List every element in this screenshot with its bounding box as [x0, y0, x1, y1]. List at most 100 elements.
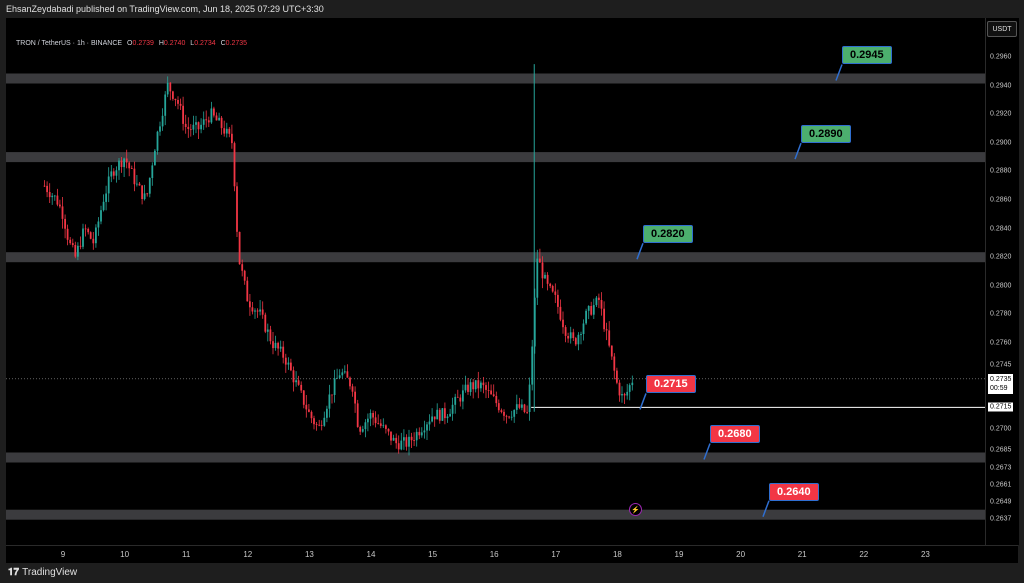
candle-body-174 — [490, 390, 492, 395]
candle-body-32 — [125, 158, 128, 163]
currency-button[interactable]: USDT — [987, 21, 1017, 37]
candle-body-216 — [598, 297, 600, 300]
candle-body-23 — [102, 201, 105, 211]
candle-body-198 — [551, 286, 554, 292]
candle-body-168 — [474, 380, 477, 390]
candle-body-92 — [279, 346, 282, 349]
price-tick-label: 0.2637 — [990, 515, 1012, 523]
candle-body-142 — [408, 436, 410, 447]
candle-body-107 — [318, 424, 321, 426]
candle-body-29 — [118, 160, 120, 171]
time-tick-label: 12 — [243, 550, 253, 559]
callout-0-2640[interactable]: 0.2640 — [769, 482, 819, 501]
candle-body-190 — [531, 346, 534, 385]
low-label: L — [190, 40, 195, 47]
candle-body-73 — [231, 133, 233, 144]
candle-body-208 — [577, 334, 580, 345]
candle-body-59 — [195, 122, 197, 125]
chart-area[interactable]: TRON / TetherUS · 1h · BINANCE O0.2739 H… — [6, 18, 985, 545]
callout-0-2680[interactable]: 0.2680 — [710, 425, 760, 444]
tradingview-brand[interactable]: 𝟏𝟕 TradingView — [8, 567, 77, 578]
candle-body-166 — [469, 382, 472, 392]
candle-body-2 — [48, 192, 51, 198]
callout-0-2820[interactable]: 0.2820 — [643, 225, 693, 244]
candle-body-43 — [154, 150, 156, 166]
candle-body-150 — [428, 421, 431, 425]
candle-body-200 — [557, 294, 559, 307]
price-tick-label: 0.2649 — [990, 498, 1012, 506]
candle-body-40 — [146, 193, 149, 195]
candle-body-146 — [418, 431, 421, 436]
candle-body-153 — [436, 409, 439, 420]
price-tick-label: 0.2920 — [990, 110, 1012, 118]
candle-body-221 — [610, 345, 613, 357]
candle-body-125 — [364, 422, 367, 430]
price-tick-label: 0.2685 — [990, 446, 1012, 454]
candle-body-140 — [403, 437, 405, 441]
price-axis[interactable]: 0.2960 0.2940 0.2920 0.2900 0.2880 0.2860 0.28… — [985, 18, 1019, 545]
candle-body-98 — [295, 380, 297, 383]
candlestick-chart — [6, 64, 985, 520]
candle-body-28 — [115, 170, 118, 176]
candle-body-86 — [264, 314, 267, 332]
candle-body-225 — [621, 394, 623, 396]
candle-body-115 — [338, 375, 341, 378]
candle-body-7 — [61, 206, 64, 219]
candle-body-53 — [179, 103, 182, 106]
candle-body-113 — [333, 378, 336, 395]
candle-body-229 — [631, 382, 634, 386]
footer: 𝟏𝟕 TradingView — [0, 563, 1024, 583]
candle-body-39 — [143, 193, 146, 200]
zone-band-1 — [6, 152, 985, 163]
candle-body-1 — [46, 185, 48, 193]
high-value: 0.2740 — [163, 40, 186, 47]
price-tick-label: 0.2780 — [990, 310, 1012, 318]
callout-0-2715[interactable]: 0.2715 — [646, 375, 696, 394]
candle-body-212 — [587, 306, 590, 311]
candle-body-80 — [249, 301, 251, 308]
candle-body-61 — [200, 124, 202, 130]
candle-body-45 — [159, 126, 161, 132]
time-tick-label: 23 — [920, 550, 930, 559]
candle-body-62 — [202, 119, 205, 125]
tradingview-logo-icon: 𝟏𝟕 — [8, 567, 20, 578]
candle-body-31 — [123, 158, 125, 168]
candle-body-188 — [526, 412, 528, 413]
candle-body-195 — [544, 274, 546, 279]
candle-body-90 — [274, 342, 277, 348]
candle-body-100 — [300, 384, 303, 391]
candle-body-49 — [169, 82, 172, 92]
callout-pointer-0 — [835, 64, 843, 81]
candle-body-196 — [546, 274, 549, 284]
candle-body-99 — [297, 380, 300, 385]
callout-0-2945[interactable]: 0.2945 — [842, 46, 892, 65]
candle-body-102 — [305, 404, 308, 410]
candle-body-172 — [485, 385, 487, 390]
zone-band-4 — [6, 509, 985, 520]
candle-body-136 — [392, 437, 395, 441]
lightning-icon[interactable]: ⚡ — [629, 503, 642, 516]
close-value: 0.2735 — [225, 40, 248, 47]
candle-body-177 — [497, 403, 500, 411]
candle-body-33 — [128, 162, 131, 169]
time-tick-label: 9 — [60, 550, 66, 559]
candle-body-111 — [328, 394, 331, 409]
time-tick-label: 13 — [304, 550, 314, 559]
candle-body-56 — [187, 126, 190, 129]
candle-body-129 — [374, 417, 377, 424]
candle-body-55 — [184, 123, 187, 127]
candle-body-79 — [246, 280, 249, 302]
candle-body-9 — [66, 228, 69, 240]
time-axis[interactable]: 9 10 11 12 13 14 15 16 17 18 19 20 21 22 23 — [6, 545, 1018, 564]
candle-body-118 — [346, 371, 349, 378]
callout-0-2890[interactable]: 0.2890 — [801, 125, 851, 144]
candle-body-222 — [613, 356, 616, 371]
candle-body-70 — [223, 128, 226, 134]
candle-body-180 — [505, 415, 508, 417]
candle-body-133 — [385, 425, 387, 429]
candle-body-152 — [433, 416, 436, 420]
price-tick-label: 0.2673 — [990, 464, 1012, 471]
candle-body-181 — [508, 416, 510, 418]
candle-body-3 — [51, 195, 54, 198]
candle-body-14 — [79, 245, 82, 247]
